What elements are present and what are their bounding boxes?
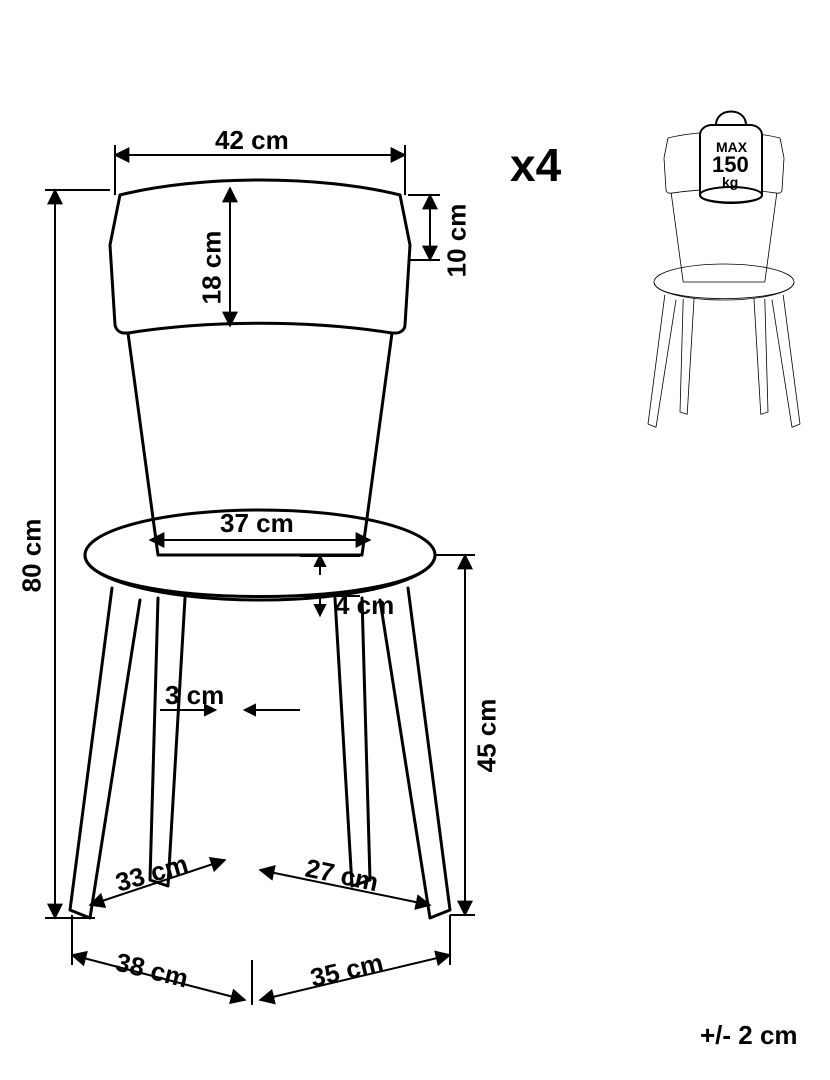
dim-total-height: 80 cm (16, 519, 47, 593)
diagram-stage: x4 +/- 2 cm MAX 150 kg 80 cm 42 cm 18 cm… (0, 0, 830, 1080)
dim-leg-thickness: 3 cm (165, 680, 224, 711)
dim-back-height: 18 cm (196, 231, 227, 305)
dim-back-edge: 10 cm (441, 204, 472, 278)
dim-top-width: 42 cm (215, 125, 289, 156)
dim-seat-height: 45 cm (471, 699, 502, 773)
dim-seat-diameter: 37 cm (220, 508, 294, 539)
tolerance-label: +/- 2 cm (700, 1020, 798, 1051)
weight-unit: kg (722, 174, 738, 190)
dim-seat-thickness: 4 cm (335, 590, 394, 621)
chair-diagram (0, 0, 830, 1080)
quantity-label: x4 (510, 138, 561, 192)
